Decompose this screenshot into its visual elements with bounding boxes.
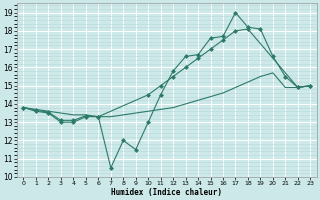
X-axis label: Humidex (Indice chaleur): Humidex (Indice chaleur) <box>111 188 222 197</box>
